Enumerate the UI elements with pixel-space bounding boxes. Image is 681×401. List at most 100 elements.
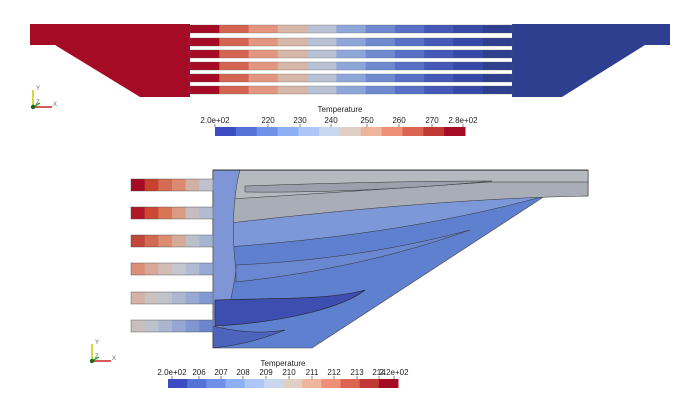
channel-segment — [172, 320, 187, 332]
top-legend-title: Temperature — [318, 105, 363, 114]
channel-segment — [277, 74, 308, 82]
channel-segment — [172, 207, 187, 219]
legend-swatch — [277, 127, 299, 136]
channel-segment — [219, 62, 249, 70]
channel-segment — [190, 50, 220, 58]
channel-segment — [453, 50, 484, 58]
contour-wedge — [244, 180, 493, 193]
channel-outline — [130, 206, 214, 220]
channel-segment — [144, 207, 159, 219]
bottom-legend: Temperature 2.0e+02 206 207 208 209 210 211 212… — [157, 359, 409, 388]
legend-tick-label: 2.2e+02 — [379, 368, 409, 377]
legend-tick-label: 2.0e+02 — [200, 116, 230, 125]
contour-band-lower — [235, 229, 471, 283]
channel-segment — [248, 25, 279, 33]
channel-segment — [248, 62, 279, 70]
legend-swatch — [381, 127, 403, 136]
channel-segment — [199, 263, 214, 275]
channel-segment — [185, 320, 200, 332]
channel-segment — [394, 62, 425, 70]
legend-tick-label: 250 — [360, 116, 374, 125]
channel-outline — [189, 49, 513, 59]
channel-segment — [482, 62, 513, 70]
legend-tick-label: 240 — [324, 116, 338, 125]
channel-segment — [365, 50, 396, 58]
channel-segment — [190, 74, 220, 82]
channel-segment — [190, 38, 220, 46]
contour-near-outlet — [212, 325, 286, 349]
channel-segment — [424, 74, 454, 82]
channel-segment — [158, 263, 173, 275]
channel-segment — [185, 292, 200, 304]
channel-segment — [365, 86, 396, 94]
channel-outline — [130, 234, 214, 248]
channel-outline — [130, 178, 214, 192]
legend-tick-label: 270 — [425, 116, 439, 125]
channel-segment — [336, 86, 367, 94]
channel-outline — [130, 291, 214, 305]
legend-swatch — [360, 127, 383, 136]
legend-tick-label: 211 — [306, 368, 319, 377]
channel-outline — [189, 73, 513, 83]
legend-swatch — [235, 127, 258, 136]
axis-label-y: Y — [36, 86, 40, 92]
legend-tick-label: 207 — [214, 368, 228, 377]
channel-segment — [453, 25, 484, 33]
axis-label-z: Z — [95, 354, 99, 360]
channel-segment — [144, 320, 159, 332]
channel-segment — [172, 292, 187, 304]
channel-segment — [307, 74, 337, 82]
channel-segment — [424, 38, 454, 46]
legend-tick-label: 212 — [327, 368, 341, 377]
channel-outline — [189, 37, 513, 47]
channel-segment — [190, 86, 220, 94]
channel-segment — [199, 292, 214, 304]
bottom-channel-group — [130, 178, 214, 333]
bottom-axes-triad: Y Z X — [89, 340, 116, 364]
legend-swatch — [168, 379, 188, 388]
channel-segment — [185, 179, 200, 191]
legend-tick-label: 208 — [236, 368, 250, 377]
channel-segment — [365, 62, 396, 70]
legend-swatch — [359, 379, 380, 388]
legend-swatch — [283, 379, 303, 388]
legend-tick-label: 206 — [192, 368, 206, 377]
channel-segment — [307, 25, 337, 33]
channel-segment — [336, 25, 367, 33]
channel-segment — [248, 38, 279, 46]
channel-segment — [131, 263, 146, 275]
channel-segment — [307, 86, 337, 94]
channel-segment — [131, 320, 146, 332]
bottom-legend-ticks: 2.0e+02 206 207 208 209 210 211 212 213 2142.2e+0… — [157, 368, 409, 379]
legend-tick-label: 260 — [392, 116, 406, 125]
channel-segment — [131, 207, 146, 219]
channel-segment — [219, 86, 249, 94]
channel-outline — [130, 262, 214, 276]
bottom-legend-colorbar — [168, 379, 399, 388]
legend-tick-label: 214 — [372, 368, 386, 377]
channel-segment — [248, 50, 279, 58]
axis-label-y: Y — [95, 340, 99, 346]
channel-segment — [185, 235, 200, 247]
channel-segment — [219, 38, 249, 46]
legend-tick-label: 230 — [293, 116, 307, 125]
channel-segment — [453, 86, 484, 94]
top-legend: Temperature 2.0e+02 220 230 240 250 260 270 2.8… — [200, 105, 478, 136]
channel-segment — [482, 38, 513, 46]
channel-segment — [336, 50, 367, 58]
channel-outline — [189, 24, 513, 34]
channel-segment — [277, 86, 308, 94]
legend-tick-label: 213 — [350, 368, 364, 377]
channel-segment — [144, 235, 159, 247]
legend-tick-label: 2.0e+02 — [157, 368, 187, 377]
channel-segment — [185, 263, 200, 275]
bottom-legend-title: Temperature — [261, 359, 306, 368]
channel-segment — [394, 74, 425, 82]
channel-segment — [158, 292, 173, 304]
legend-swatch — [302, 379, 322, 388]
channel-segment — [365, 38, 396, 46]
channel-segment — [144, 263, 159, 275]
channel-segment — [365, 74, 396, 82]
channel-segment — [219, 25, 249, 33]
legend-swatch — [187, 379, 207, 388]
